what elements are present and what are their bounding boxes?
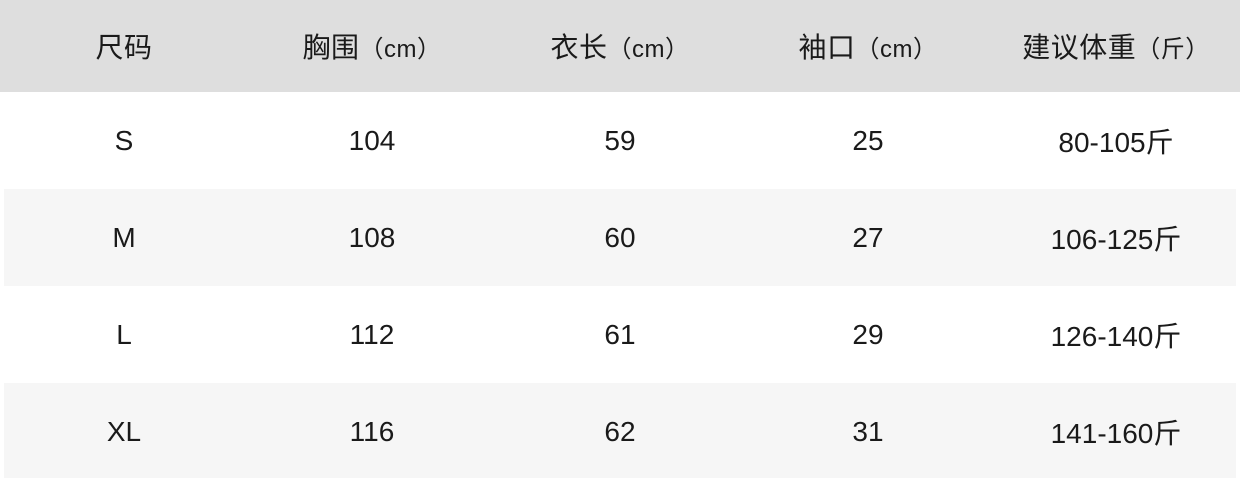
column-header-weight-unit: （斤） (1136, 36, 1210, 63)
table-header: 尺码 胸围（cm） 衣长（cm） 袖口（cm） 建议体重（斤） (0, 0, 1240, 92)
column-header-bust-label: 胸围 (302, 32, 360, 63)
bottom-spacer (0, 478, 1240, 484)
cell-bust: 104 (348, 124, 396, 156)
cell-bust: 116 (349, 415, 395, 447)
header-row: 尺码 胸围（cm） 衣长（cm） 袖口（cm） 建议体重（斤） (0, 0, 1240, 92)
cell-cuff: 29 (852, 318, 884, 350)
column-header-weight: 建议体重（斤） (992, 0, 1240, 92)
cell-cuff: 25 (852, 124, 884, 156)
cell-size: L (116, 318, 132, 350)
cell-weight: 141-160斤 (992, 383, 1240, 480)
cell-length: 59 (604, 124, 636, 156)
column-header-cuff-unit: （cm） (855, 36, 938, 63)
cell-size: M (0, 189, 248, 286)
column-header-length-unit: （cm） (607, 36, 690, 63)
table-row: M 108 60 27 106-125斤 (0, 189, 1240, 286)
column-header-cuff-label: 袖口 (798, 32, 856, 63)
cell-cuff: 31 (852, 415, 884, 447)
column-header-cuff: 袖口（cm） (744, 0, 992, 92)
column-header-length: 衣长（cm） (496, 0, 744, 92)
cell-length: 62 (604, 415, 636, 447)
cell-bust: 108 (348, 221, 396, 253)
cell-weight: 80-105斤 (1058, 126, 1174, 158)
table-body: S 104 59 25 80-105斤 M 108 60 27 106-125斤… (0, 92, 1240, 480)
column-header-bust: 胸围（cm） (248, 0, 496, 92)
cell-weight: 106-125斤 (992, 189, 1240, 286)
table-row: XL 116 62 31 141-160斤 (0, 383, 1240, 480)
column-header-weight-label: 建议体重 (1022, 32, 1137, 63)
column-header-size-label: 尺码 (95, 32, 153, 63)
column-header-size: 尺码 (0, 0, 248, 92)
cell-size: XL (0, 383, 248, 480)
cell-weight: 126-140斤 (1050, 320, 1182, 352)
column-header-bust-unit: （cm） (359, 36, 442, 63)
cell-cuff: 27 (852, 221, 884, 253)
cell-length: 60 (604, 221, 636, 253)
column-header-length-label: 衣长 (550, 32, 608, 63)
table-row: S 104 59 25 80-105斤 (0, 92, 1240, 189)
cell-length: 61 (604, 318, 636, 350)
cell-size: S (114, 124, 134, 156)
cell-bust: 112 (349, 318, 395, 350)
table-row: L 112 61 29 126-140斤 (0, 286, 1240, 383)
